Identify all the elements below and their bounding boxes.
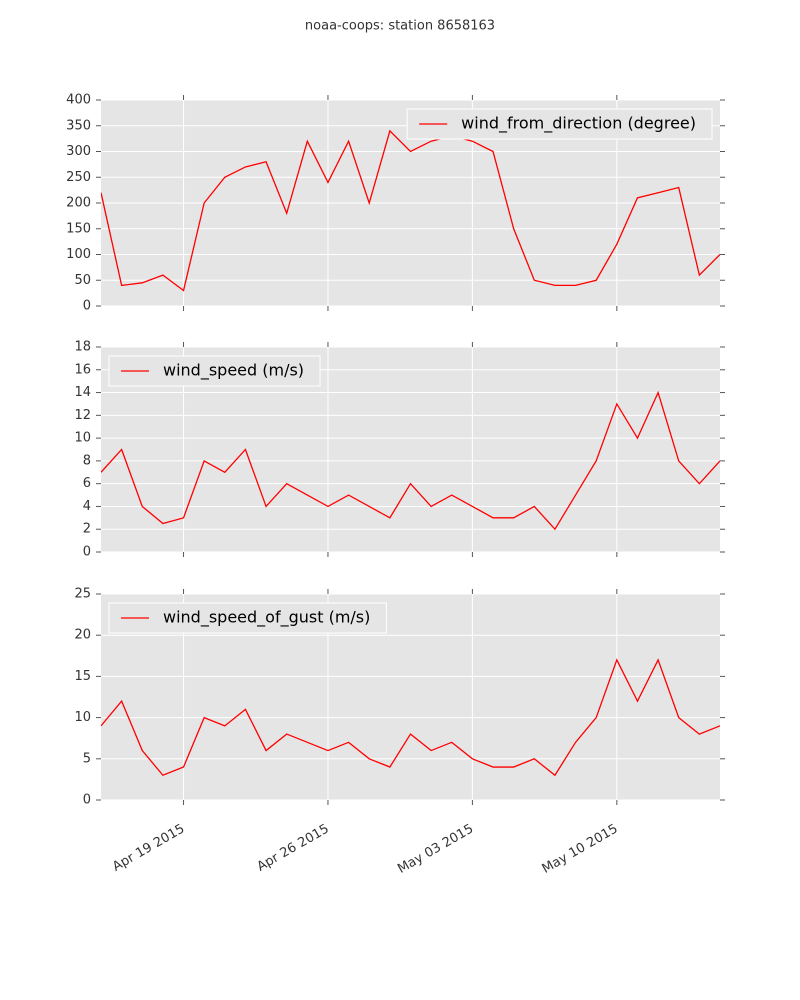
data-line [101, 390, 720, 531]
y-tick-label: 5 [83, 751, 91, 766]
y-tick-label: 12 [74, 408, 91, 423]
data-line [101, 658, 720, 777]
legend: wind_from_direction (degree) [406, 108, 713, 140]
y-tick-label: 8 [83, 453, 91, 468]
legend: wind_speed_of_gust (m/s) [108, 602, 387, 634]
y-tick-label: 250 [66, 170, 91, 185]
legend-label: wind_from_direction (degree) [461, 114, 696, 134]
y-tick-label: 15 [74, 669, 91, 684]
y-tick-label: 4 [83, 499, 91, 514]
y-tick-label: 20 [74, 628, 91, 643]
figure-title: noaa-coops: station 8658163 [305, 19, 495, 34]
legend-box [108, 602, 387, 634]
legend: wind_speed (m/s) [108, 355, 321, 387]
y-tick-label: 10 [74, 710, 91, 725]
y-tick-label: 10 [74, 431, 91, 446]
y-tick-label: 2 [83, 522, 91, 537]
y-tick-label: 300 [66, 144, 91, 159]
y-tick-label: 200 [66, 196, 91, 211]
y-tick-label: 350 [66, 118, 91, 133]
legend-label: wind_speed (m/s) [163, 361, 304, 381]
y-tick-label: 0 [83, 299, 91, 314]
data-line [101, 129, 720, 292]
y-tick-label: 100 [66, 247, 91, 262]
y-tick-label: 6 [83, 476, 91, 491]
y-tick-label: 14 [74, 385, 91, 400]
y-tick-label: 25 [74, 587, 91, 602]
y-tick-label: 16 [74, 362, 91, 377]
y-tick-label: 400 [66, 93, 91, 108]
y-tick-label: 0 [83, 793, 91, 808]
y-tick-label: 150 [66, 221, 91, 236]
legend-label: wind_speed_of_gust (m/s) [163, 608, 370, 628]
y-tick-label: 50 [74, 273, 91, 288]
y-tick-label: 0 [83, 545, 91, 560]
y-tick-label: 18 [74, 340, 91, 355]
legend-box [406, 108, 713, 140]
